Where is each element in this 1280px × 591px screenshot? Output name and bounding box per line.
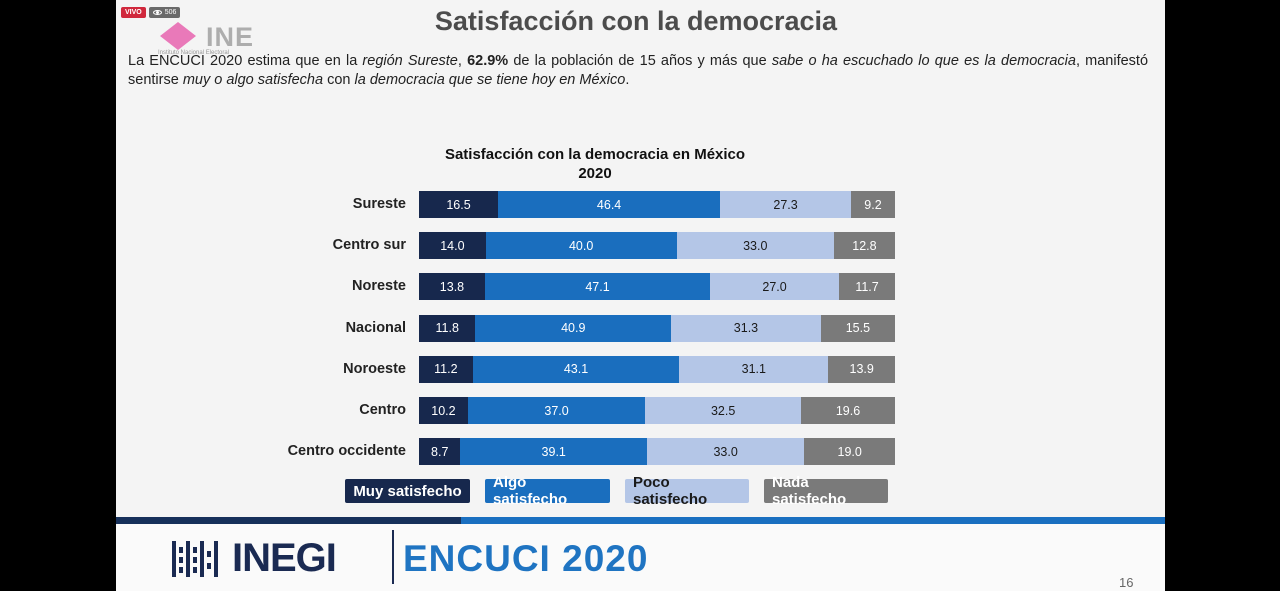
region-label: Centro sur <box>332 237 406 254</box>
ine-logo: INE Instituto Nacional Electoral <box>156 20 296 56</box>
live-badge: VIVO <box>121 7 146 18</box>
intro-text: de la población de 15 años y más que <box>508 53 772 69</box>
intro-text: con <box>323 72 355 88</box>
bar-segment: 10.2 <box>419 397 468 424</box>
bar-segment: 13.9 <box>828 355 895 383</box>
region-label: Sureste <box>352 196 406 212</box>
bar-segment: 43.1 <box>472 355 680 383</box>
footer <box>116 524 1165 591</box>
footer-divider <box>392 530 394 584</box>
region-label: Noreste <box>352 278 406 295</box>
chart-title: Satisfacción con la democracia en México… <box>380 145 810 183</box>
bar-segment: 11.2 <box>419 355 473 383</box>
bar-segment: 9.2 <box>850 191 895 218</box>
intro-highlight-value: 62.9% <box>467 53 509 69</box>
ine-logo-subtitle: Instituto Nacional Electoral <box>158 50 230 56</box>
ine-logo-text: INE <box>206 22 255 52</box>
intro-text: . <box>625 72 630 88</box>
intro-emphasis: la democracia que se tiene hoy en México <box>354 72 626 88</box>
slide-title: Satisfacción con la democracia <box>434 6 838 36</box>
chart-subtitle: 2020 <box>578 165 612 182</box>
legend-item: Algo satisfecho <box>485 474 610 508</box>
survey-name: ENCUCI 2020 <box>403 538 649 579</box>
bar-segment: 13.8 <box>419 273 485 301</box>
intro-text: , manifestó sentirse <box>128 53 1149 88</box>
bar-segment: 33.0 <box>646 438 805 466</box>
bar-segment: 8.7 <box>419 438 461 466</box>
region-label: Centro <box>359 402 406 418</box>
bar-segment: 40.0 <box>485 232 677 260</box>
bar-segment: 31.1 <box>679 355 829 383</box>
legend-item: Nada satisfecho <box>764 474 888 508</box>
bar-segment: 27.0 <box>710 273 840 301</box>
intro-emphasis: sabe o ha escuchado lo que es la democra… <box>771 53 1076 69</box>
inegi-logo-text: INEGI <box>232 536 337 580</box>
bar-segment: 27.3 <box>720 191 851 218</box>
inegi-logo-icon <box>172 541 218 577</box>
intro-paragraph: La ENCUCI 2020 estima que en la región S… <box>128 52 1148 90</box>
ine-logo-icon <box>160 22 196 50</box>
bar-segment: 33.0 <box>676 232 834 260</box>
chart-title-text: Satisfacción con la democracia en México <box>444 146 746 163</box>
bar-segment: 31.3 <box>671 314 821 342</box>
bar-segment: 12.8 <box>833 232 895 260</box>
bar-segment: 47.1 <box>484 273 711 301</box>
legend-item: Poco satisfecho <box>625 474 749 508</box>
bar-segment: 39.1 <box>460 438 647 466</box>
viewer-count-value: 506 <box>164 9 177 16</box>
region-label: Nacional <box>345 319 406 336</box>
eye-icon <box>152 10 162 15</box>
intro-text: La ENCUCI 2020 estima que en la <box>128 53 363 69</box>
page-number: 16 <box>1119 575 1134 590</box>
bar-segment: 46.4 <box>498 191 721 218</box>
intro-emphasis: muy o algo satisfecha <box>182 72 324 88</box>
bar-segment: 37.0 <box>467 397 646 424</box>
footer-accent-line-dark <box>116 517 461 524</box>
footer-accent-line <box>116 517 1165 524</box>
live-indicator: VIVO 506 <box>121 7 181 18</box>
bar-segment: 15.5 <box>820 314 895 342</box>
viewer-count: 506 <box>148 7 181 18</box>
bar-segment: 14.0 <box>419 232 486 260</box>
region-label: Centro occidente <box>287 443 406 460</box>
bar-segment: 32.5 <box>645 397 802 424</box>
region-label: Noroeste <box>343 360 406 377</box>
bar-segment: 16.5 <box>419 191 498 218</box>
bar-segment: 19.6 <box>801 397 895 424</box>
slide: VIVO 506 INE Instituto Nacional Electora… <box>116 0 1165 591</box>
bar-segment: 19.0 <box>804 438 895 466</box>
bar-segment: 11.7 <box>839 273 895 301</box>
bar-segment: 11.8 <box>419 314 476 342</box>
intro-text: , <box>457 53 468 69</box>
legend-item: Muy satisfecho <box>345 479 470 503</box>
intro-emphasis: región Sureste <box>362 53 458 69</box>
bar-segment: 40.9 <box>475 314 672 342</box>
